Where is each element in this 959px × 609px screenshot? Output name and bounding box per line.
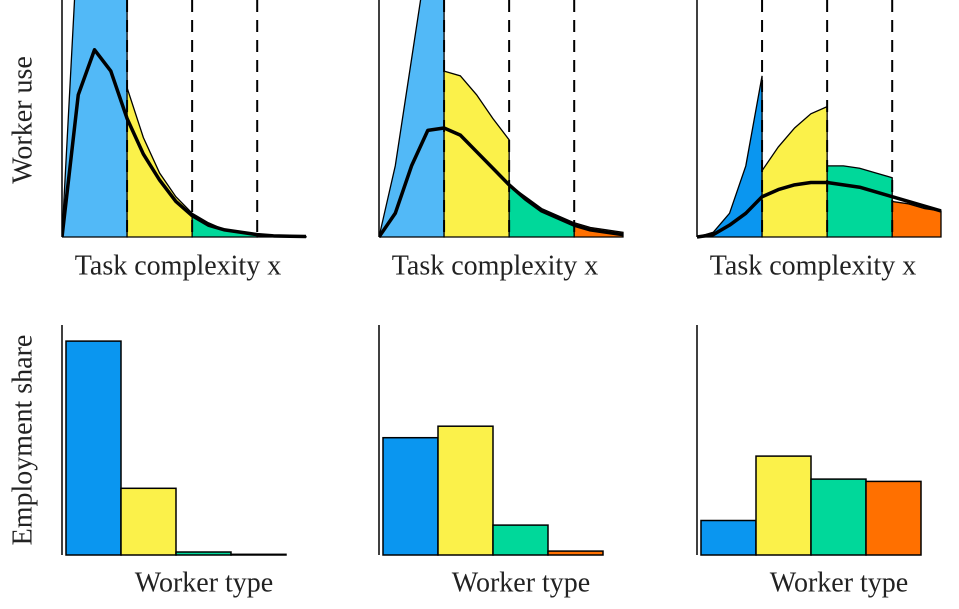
bar: [120, 487, 177, 556]
y-axis-label: Worker use: [7, 56, 38, 184]
bar: [810, 478, 867, 556]
bar: [65, 340, 122, 556]
bar: [382, 436, 439, 556]
bar: [492, 524, 549, 556]
area-segment: [826, 165, 893, 238]
x-axis-label: Worker type: [770, 567, 908, 598]
area-segment: [126, 87, 193, 238]
area-segment: [62, 0, 128, 238]
x-axis-label: Worker type: [135, 567, 273, 598]
area-segment: [761, 105, 828, 238]
area-segment: [891, 200, 942, 238]
bar: [865, 480, 922, 556]
bar: [175, 551, 232, 556]
area-segment: [379, 0, 445, 238]
bar: [437, 425, 494, 556]
x-axis-label: Task complexity x: [75, 250, 281, 281]
y-axis-label: Employment share: [7, 335, 38, 546]
density-curve: [697, 180, 942, 239]
density-curve: [379, 126, 624, 238]
x-axis-label: Worker type: [452, 567, 590, 598]
x-axis-label: Task complexity x: [710, 250, 916, 281]
area-segment: [697, 75, 763, 238]
x-axis-label: Task complexity x: [392, 250, 598, 281]
bar: [700, 519, 757, 556]
bar: [547, 550, 604, 556]
bar: [230, 553, 287, 556]
panel: [697, 75, 942, 239]
bar: [755, 455, 812, 556]
panel: [379, 0, 624, 238]
panel: [62, 0, 307, 239]
density-curve: [62, 48, 307, 239]
